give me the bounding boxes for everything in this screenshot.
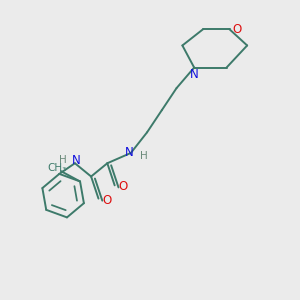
Text: N: N	[72, 154, 81, 167]
Text: CH₃: CH₃	[48, 163, 67, 173]
Text: O: O	[103, 194, 112, 207]
Text: O: O	[232, 23, 242, 36]
Text: N: N	[125, 146, 134, 159]
Text: H: H	[59, 155, 67, 165]
Text: O: O	[119, 180, 128, 193]
Text: H: H	[140, 152, 148, 161]
Text: N: N	[190, 68, 199, 80]
